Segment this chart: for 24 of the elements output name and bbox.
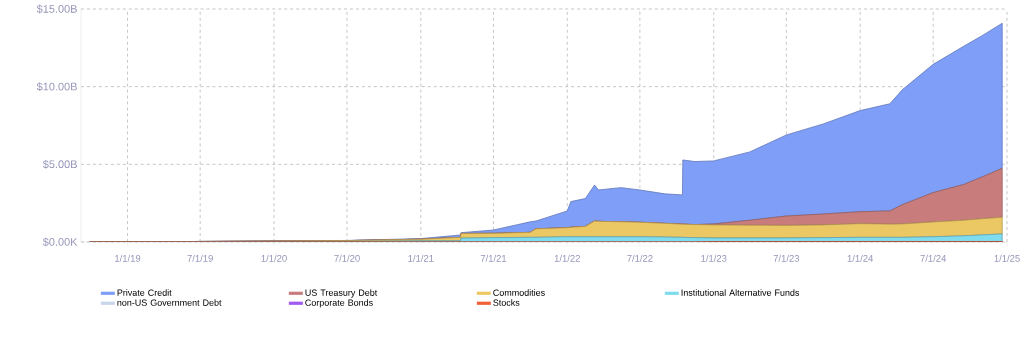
y-tick-label: $5.00B	[42, 159, 77, 169]
legend-label: Institutional Alternative Funds	[681, 289, 800, 296]
y-tick-label: $0.00K	[42, 237, 78, 247]
y-tick-label: $10.00B	[36, 82, 77, 92]
x-tick-label: 1/1/21	[408, 254, 434, 262]
legend-label: US Treasury Debt	[305, 289, 378, 298]
legend-label: non-US Government Debt	[117, 299, 222, 306]
x-tick-label: 1/1/22	[554, 254, 580, 262]
legend-label: Private Credit	[117, 289, 172, 296]
x-tick-label: 7/1/22	[627, 254, 653, 262]
legend-label: Corporate Bonds	[305, 299, 373, 308]
x-tick-label: 1/1/25	[994, 254, 1020, 262]
x-tick-label: 1/1/19	[115, 254, 141, 262]
legend-label: Stocks	[493, 299, 520, 306]
x-tick-label: 7/1/20	[334, 254, 360, 262]
x-tick-label: 1/1/23	[701, 254, 727, 262]
y-tick-label: $15.00B	[36, 4, 77, 14]
x-tick-label: 7/1/21	[480, 254, 507, 262]
x-tick-label: 7/1/23	[773, 254, 800, 262]
x-tick-label: 7/1/19	[187, 254, 213, 262]
legend-label: Commodities	[493, 289, 545, 296]
x-tick-label: 1/1/24	[847, 254, 874, 262]
x-tick-label: 1/1/20	[261, 254, 287, 262]
x-tick-label: 7/1/24	[920, 254, 947, 262]
